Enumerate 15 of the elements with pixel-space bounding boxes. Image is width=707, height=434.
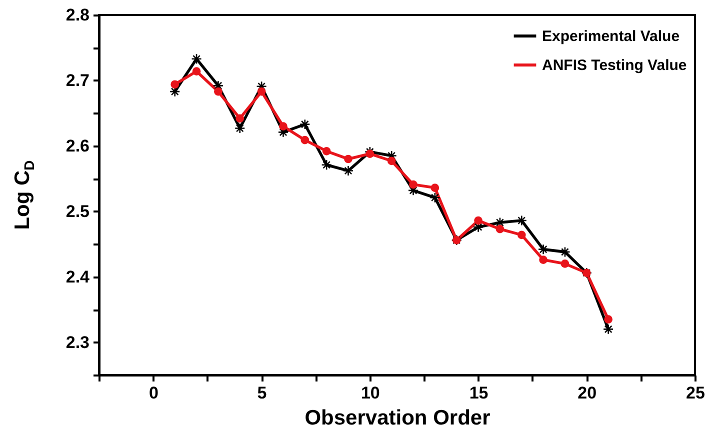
y-tick-label: 2.4 [66,267,90,286]
x-tick-label: 10 [360,384,380,402]
x-tick-label: 15 [469,384,488,402]
legend-label: ANFIS Testing Value [542,57,687,74]
y-tick-label: 2.8 [66,6,90,24]
x-tick-label: 5 [257,384,267,402]
y-tick-label: 2.6 [66,136,90,156]
x-tick-label: 25 [686,384,705,402]
legend-label: Experimental Value [542,28,680,45]
y-tick-label: 2.7 [66,70,90,90]
y-tick-label: 2.5 [66,202,90,221]
x-tick-label: 20 [578,384,597,402]
x-tick-label: 0 [148,384,158,402]
y-tick-label: 2.3 [66,332,90,352]
x-axis-title: Observation Order [304,406,490,430]
